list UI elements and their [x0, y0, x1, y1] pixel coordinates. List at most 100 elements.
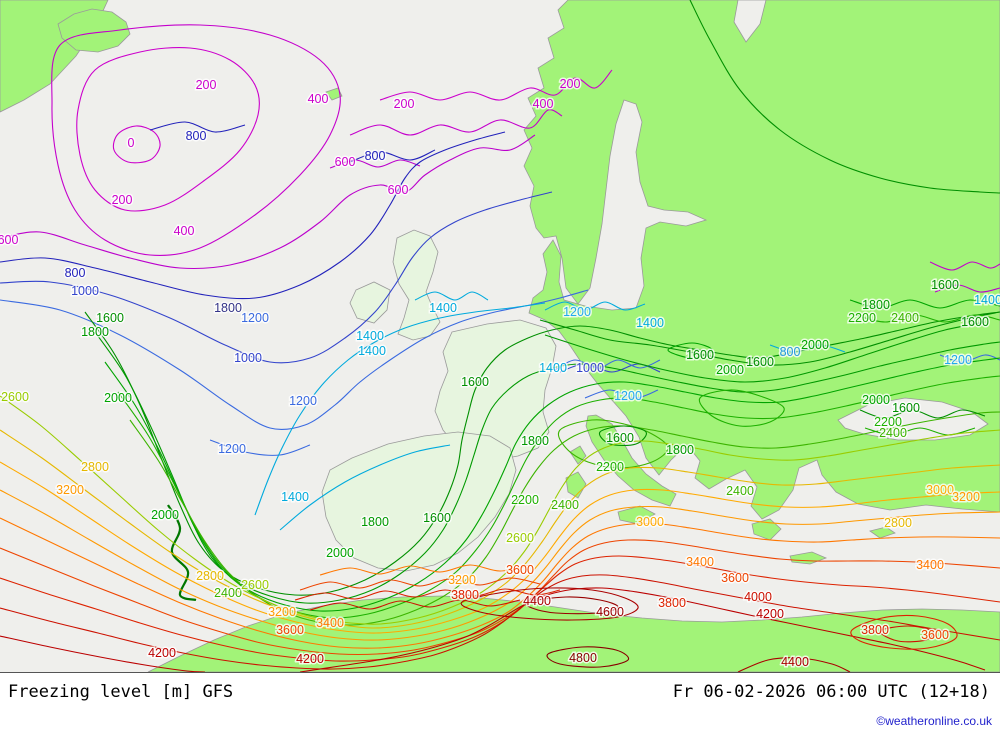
contour-label: 3600 — [506, 563, 534, 577]
contour-label: 1800 — [81, 325, 109, 339]
contour-line-4600 — [524, 596, 619, 615]
contour-line-800 — [0, 131, 506, 300]
contour-label: 3400 — [316, 616, 344, 630]
contour-label: 2000 — [326, 546, 354, 560]
contour-label: 400 — [533, 97, 554, 111]
label-layer: 0 200 200 200 200 400 400 400 600 600 600 800 800 800… — [0, 76, 1000, 671]
contour-label: 2200 — [874, 415, 902, 429]
contour-line-3600 — [0, 539, 1000, 656]
contour-label: 1800 — [862, 298, 890, 312]
contour-label: 1800 — [521, 434, 549, 448]
contour-line-2000 — [849, 299, 1000, 309]
contour-line-3600 — [299, 577, 541, 591]
contour-line-1600 — [859, 409, 986, 419]
contour-label: 3400 — [916, 558, 944, 572]
contour-line-3800 — [0, 555, 1000, 662]
contour-label: 2600 — [506, 531, 534, 545]
contour-label: 1400 — [429, 301, 457, 315]
contour-label: 800 — [365, 149, 386, 163]
contour-line-4400 — [737, 657, 851, 672]
contour-label: 2800 — [884, 516, 912, 530]
contour-label: 600 — [388, 183, 409, 197]
white-sea — [733, 0, 767, 43]
contour-line-2600 — [0, 395, 1000, 625]
contour-label: 1400 — [539, 361, 567, 375]
contour-line-1200 — [554, 359, 661, 371]
contour-line-3200 — [0, 489, 1000, 641]
contour-label: 400 — [308, 92, 329, 106]
contour-label: 1200 — [241, 311, 269, 325]
contour-label: 1200 — [218, 442, 246, 456]
contour-label: 800 — [65, 266, 86, 280]
contour-label: 200 — [112, 193, 133, 207]
contour-label: 1000 — [234, 351, 262, 365]
contour-label: 3000 — [636, 515, 664, 529]
contour-label: 2800 — [81, 460, 109, 474]
contour-label: 3000 — [926, 483, 954, 497]
contour-label: 3200 — [268, 605, 296, 619]
map-title: Freezing level [m] GFS — [8, 682, 234, 702]
contour-line-1600 — [167, 504, 197, 602]
contour-line-2000 — [667, 342, 713, 359]
contour-layer — [0, 0, 1000, 672]
contour-line-400 — [349, 109, 563, 136]
contour-line-1400 — [414, 291, 489, 301]
contour-label: 1600 — [461, 375, 489, 389]
contour-label: 1800 — [214, 301, 242, 315]
contour-label: 4800 — [569, 651, 597, 665]
contour-label: 1600 — [746, 355, 774, 369]
contour-label: 1600 — [686, 348, 714, 362]
contour-label: 3600 — [276, 623, 304, 637]
landmass-continent — [523, 0, 1000, 520]
contour-label: 2000 — [862, 393, 890, 407]
contour-label: 1600 — [423, 511, 451, 525]
contour-line-1200 — [209, 439, 311, 456]
contour-label: 1200 — [563, 305, 591, 319]
contour-label: 2400 — [879, 426, 907, 440]
contour-label: 600 — [0, 233, 18, 247]
contour-line-4200 — [0, 635, 206, 672]
contour-label: 4400 — [781, 655, 809, 669]
contour-label: 1400 — [281, 490, 309, 504]
contour-label: 3200 — [448, 573, 476, 587]
contour-label: 4200 — [756, 607, 784, 621]
black-sea — [837, 397, 989, 441]
contour-label: 4000 — [744, 590, 772, 604]
contour-label: 200 — [196, 78, 217, 92]
contour-label: 2000 — [801, 338, 829, 352]
contour-label: 2000 — [104, 391, 132, 405]
contour-line-1400 — [254, 302, 546, 516]
contour-line-3800 — [850, 615, 958, 650]
contour-label: 1400 — [356, 329, 384, 343]
contour-line-400 — [929, 261, 1000, 271]
contour-label: 600 — [335, 155, 356, 169]
landmass-iceland — [57, 8, 131, 53]
contour-line-1600 — [689, 0, 1000, 194]
contour-label: 2200 — [848, 311, 876, 325]
contour-label: 4600 — [596, 605, 624, 619]
map-datetime: Fr 06-02-2026 06:00 UTC (12+18) — [672, 682, 990, 702]
contour-line-600 — [934, 284, 1000, 293]
contour-label: 4200 — [296, 652, 324, 666]
contour-label: 2400 — [726, 484, 754, 498]
contour-label: 1000 — [576, 361, 604, 375]
contour-line-3400 — [0, 517, 1000, 649]
copyright-link[interactable]: ©weatheronline.co.uk — [876, 714, 992, 728]
contour-line-800 — [349, 149, 436, 163]
contour-line-600 — [329, 159, 421, 169]
landmass-cyprus — [869, 526, 896, 539]
contour-line-200 — [76, 46, 260, 212]
contour-label: 2400 — [891, 311, 919, 325]
contour-label: 3600 — [921, 628, 949, 642]
contour-label: 2200 — [511, 493, 539, 507]
contour-line-400 — [51, 24, 341, 256]
contour-label: 1800 — [361, 515, 389, 529]
contour-label: 2600 — [1, 390, 29, 404]
contour-label: 1400 — [974, 293, 1000, 307]
contour-label: 1200 — [944, 353, 972, 367]
contour-line-4800 — [546, 646, 630, 668]
contour-line-3800 — [294, 588, 561, 601]
contour-label: 2800 — [196, 569, 224, 583]
contour-line-1800 — [94, 331, 1000, 604]
